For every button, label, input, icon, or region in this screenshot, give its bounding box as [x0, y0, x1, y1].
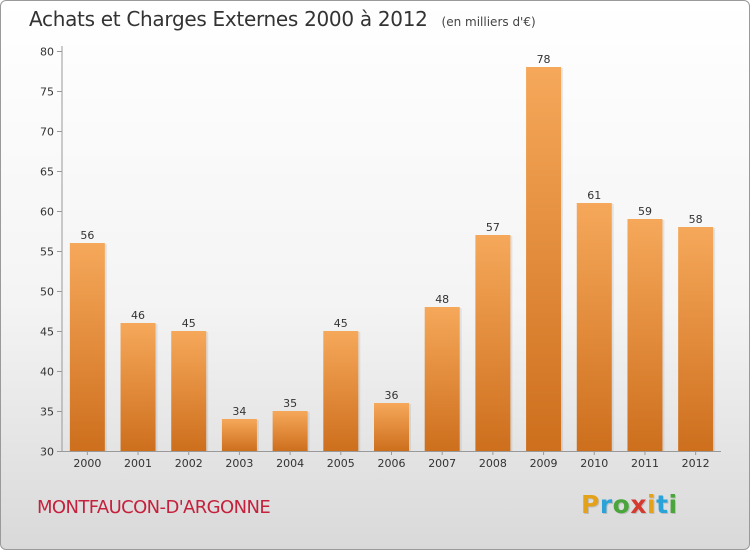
bar [475, 235, 511, 451]
data-label: 61 [587, 189, 601, 202]
bar [627, 219, 663, 451]
bar [526, 67, 562, 451]
y-tick-label: 45 [40, 326, 54, 339]
bar [424, 307, 460, 451]
bar [678, 227, 714, 451]
x-tick-label: 2000 [73, 457, 101, 470]
logo-letter: i [668, 490, 678, 519]
x-tick-label: 2003 [225, 457, 253, 470]
bar [374, 403, 409, 451]
data-label: 78 [537, 53, 551, 66]
axes: 30 35 40 45 50 55 60 65 70 75 80 2000 2001 2002 2003 20… [40, 46, 721, 470]
y-tick-label: 65 [40, 166, 54, 179]
x-tick-label: 2007 [428, 457, 456, 470]
data-label: 57 [486, 221, 500, 234]
x-tick-label: 2002 [175, 457, 203, 470]
x-tick-label: 2001 [124, 457, 152, 470]
y-tick-label: 55 [40, 246, 54, 259]
x-tick-label: 2004 [276, 457, 304, 470]
chart-title: Achats et Charges Externes 2000 à 2012 (e… [29, 7, 536, 31]
x-tick-label: 2006 [378, 457, 406, 470]
logo-letter: o [612, 490, 631, 519]
data-label: 48 [435, 293, 449, 306]
bar [221, 419, 257, 451]
data-label: 45 [182, 317, 196, 330]
y-tick-label: 35 [40, 406, 54, 419]
x-tick-label: 2010 [580, 457, 608, 470]
y-tick-label: 75 [40, 86, 54, 99]
logo-letter: i [647, 490, 657, 519]
x-tick-label: 2012 [682, 457, 710, 470]
chart-title-text: Achats et Charges Externes 2000 à 2012 [29, 7, 428, 31]
bar [272, 411, 308, 451]
data-label: 58 [689, 213, 703, 226]
bar [323, 331, 359, 451]
x-tick-label: 2008 [479, 457, 507, 470]
x-tick-label: 2011 [631, 457, 659, 470]
data-label: 36 [385, 389, 399, 402]
y-tick-label: 80 [40, 46, 54, 59]
commune-name: MONTFAUCON-D'ARGONNE [37, 497, 271, 518]
x-tick-label: 2009 [530, 457, 558, 470]
data-label: 45 [334, 317, 348, 330]
chart-unit: (en milliers d'€) [441, 15, 536, 29]
logo-letter: x [630, 490, 647, 519]
data-labels: 56 46 45 34 35 45 36 48 57 78 61 59 58 [80, 53, 702, 418]
data-label: 34 [232, 405, 246, 418]
bar [120, 323, 156, 451]
data-label: 46 [131, 309, 145, 322]
y-tick-label: 60 [40, 206, 54, 219]
bar [576, 203, 612, 451]
y-tick-label: 30 [40, 446, 54, 459]
bars [69, 67, 716, 451]
y-tick-label: 50 [40, 286, 54, 299]
y-tick-label: 70 [40, 126, 54, 139]
logo-letter: r [599, 490, 613, 519]
x-tick-label: 2005 [327, 457, 355, 470]
logo-letter: t [656, 490, 669, 519]
bar [171, 331, 207, 451]
bar [69, 243, 105, 451]
logo-letter: P [581, 490, 600, 519]
proxiti-logo[interactable]: Proxiti [581, 490, 678, 519]
data-label: 59 [638, 205, 652, 218]
data-label: 35 [283, 397, 297, 410]
y-tick-label: 40 [40, 366, 54, 379]
data-label: 56 [80, 229, 94, 242]
